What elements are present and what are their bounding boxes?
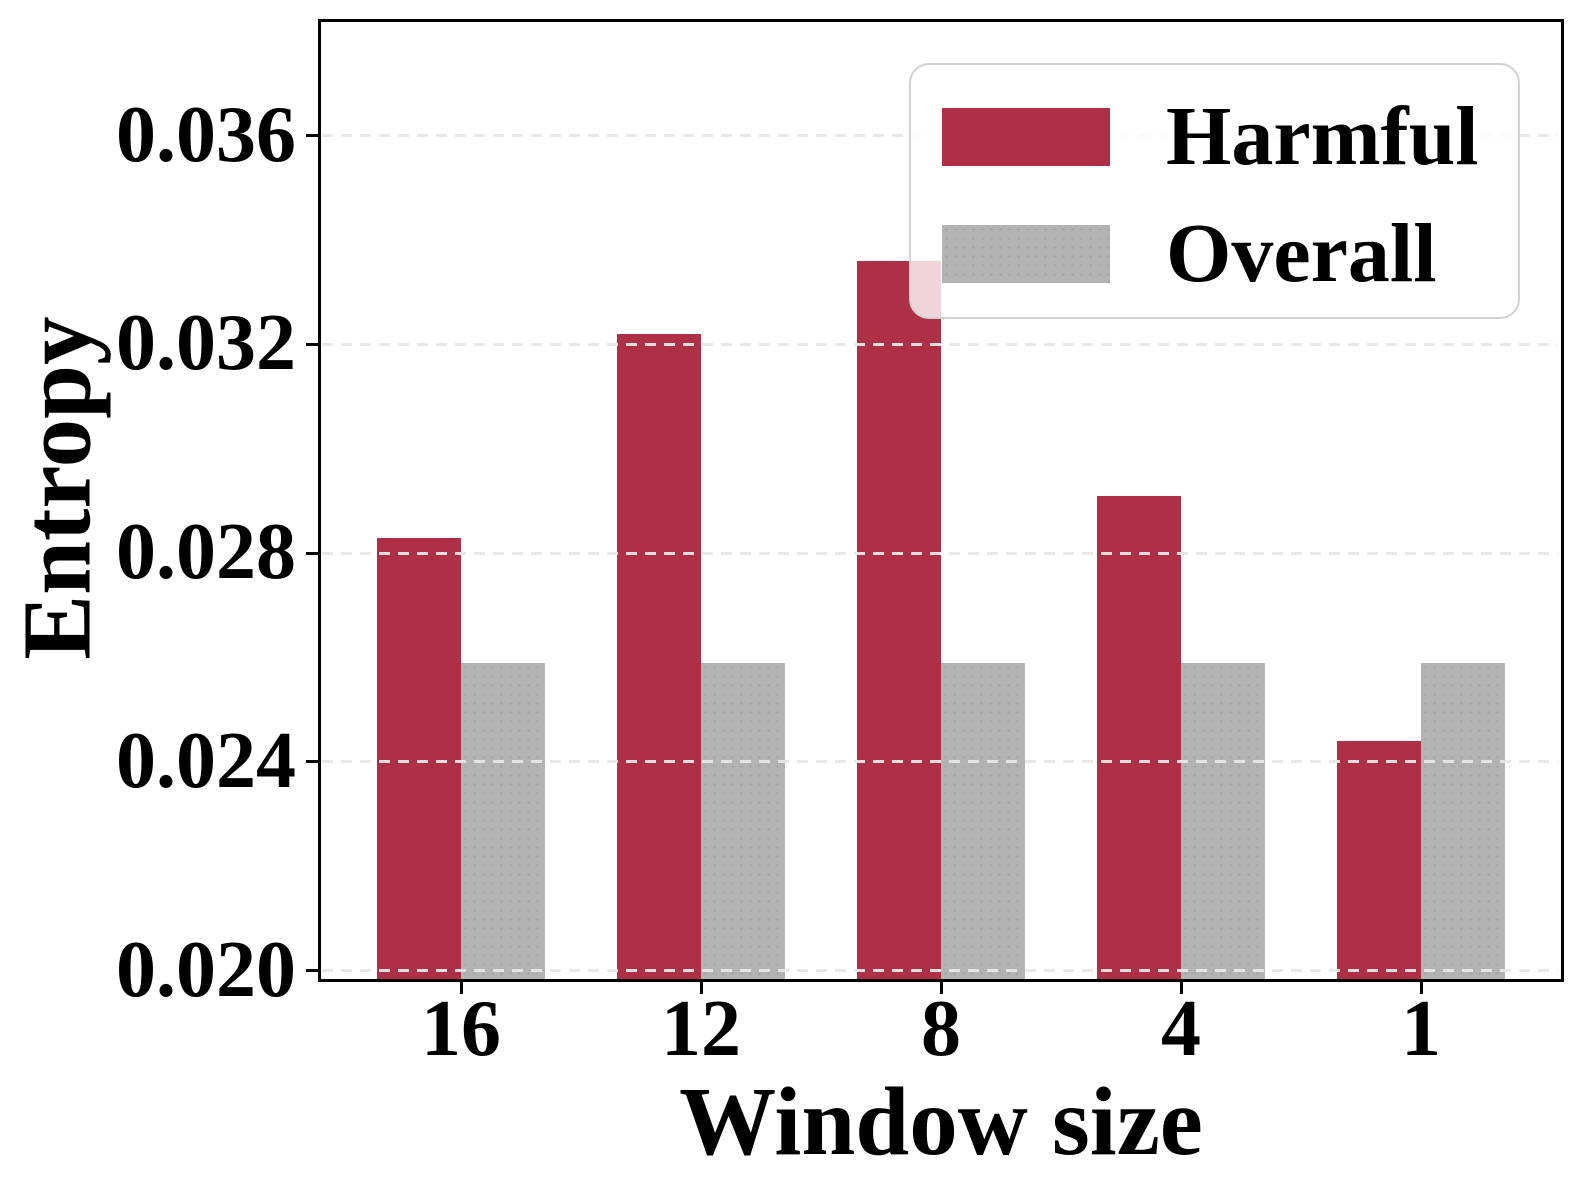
x-tick-16	[459, 982, 463, 994]
x-tick-label-1: 1	[1401, 985, 1441, 1073]
y-tick-0.024	[306, 760, 318, 764]
y-tick-label-0.024: 0.024	[116, 716, 296, 805]
gridline-0.028	[322, 551, 1558, 555]
x-tick-label-12: 12	[661, 985, 741, 1073]
bar-harmful-16	[377, 537, 461, 980]
x-tick-1	[1419, 982, 1423, 994]
x-tick-label-16: 16	[421, 985, 501, 1073]
x-axis-label: Window size	[679, 1068, 1203, 1175]
y-tick-0.036	[306, 134, 318, 138]
y-tick-label-0.020: 0.020	[116, 925, 296, 1014]
gridline-0.032	[322, 342, 1558, 346]
legend-entry-overall: Overall	[942, 212, 1437, 296]
gridline-0.020	[322, 969, 1558, 973]
bar-overall-8	[941, 662, 1025, 980]
gridline-0.024	[322, 760, 1558, 764]
bar-overall-1	[1421, 662, 1505, 980]
y-tick-0.028	[306, 551, 318, 555]
y-tick-label-0.028: 0.028	[116, 508, 296, 597]
legend-label-overall: Overall	[1166, 207, 1437, 300]
bar-harmful-1	[1337, 741, 1421, 980]
bar-harmful-4	[1097, 495, 1181, 980]
x-tick-8	[939, 982, 943, 994]
y-axis-label: Entropy	[3, 316, 111, 660]
legend-label-harmful: Harmful	[1166, 90, 1479, 183]
y-tick-label-0.032: 0.032	[116, 299, 296, 388]
bar-harmful-12	[617, 334, 701, 980]
legend-entry-harmful: Harmful	[942, 95, 1479, 179]
overall-swatch-icon	[942, 225, 1110, 283]
bar-overall-4	[1181, 662, 1265, 980]
x-tick-12	[699, 982, 703, 994]
x-tick-label-4: 4	[1161, 985, 1201, 1073]
bar-harmful-8	[857, 261, 941, 980]
y-tick-label-0.036: 0.036	[116, 90, 296, 179]
y-tick-0.032	[306, 342, 318, 346]
y-tick-0.020	[306, 969, 318, 973]
harmful-swatch-icon	[942, 108, 1110, 166]
legend: Harmful Overall	[909, 63, 1520, 319]
bar-overall-16	[461, 662, 545, 980]
x-tick-4	[1179, 982, 1183, 994]
x-tick-label-8: 8	[921, 985, 961, 1073]
bar-overall-12	[701, 662, 785, 980]
